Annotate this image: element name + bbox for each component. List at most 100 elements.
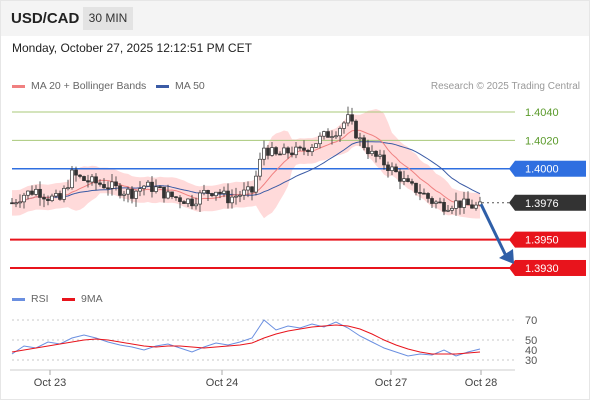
candle [30,185,34,196]
rsi-tick-label: 30 [525,355,537,367]
candle-body [390,166,394,171]
candle [50,193,54,203]
candle-body [206,190,210,194]
candle [366,139,370,159]
x-tick-label: Oct 23 [34,377,66,389]
candle-body [430,198,434,204]
candle-body [182,201,186,204]
candle [22,192,26,209]
candle-body [122,193,126,196]
level-tag-1.4000 [515,160,586,177]
candle [198,190,202,212]
candle [194,197,198,210]
candle-body [274,147,278,155]
ma20-line [11,129,481,207]
candle [214,191,218,201]
legend-9ma-label: 9MA [81,293,103,305]
candle-body [318,135,322,145]
candle-body [354,120,358,139]
candle-body [158,186,162,189]
candle [238,190,242,203]
bollinger-band [12,109,480,219]
candle-body [414,182,418,193]
candle [274,146,278,156]
candle-body [450,208,454,211]
candle [202,184,206,196]
candle-body [150,181,154,192]
candle [42,193,46,208]
candle [294,141,298,159]
candle [470,199,474,209]
candle [246,181,250,198]
candle-body [398,171,402,182]
rsi-series-9MA [11,324,481,355]
candle-body [198,192,202,205]
level-tag-1.3976 [515,194,586,211]
candle [130,186,134,204]
candle-body [178,197,182,202]
candle-body [406,178,410,182]
timeframe-button[interactable]: 30 MIN [83,7,133,30]
candle [226,183,230,209]
candle-body [22,194,26,203]
candle [250,186,254,201]
candle [302,140,306,156]
candle-body [314,143,318,148]
candle [350,107,354,125]
candle-body [466,198,470,206]
candle [422,188,426,195]
candle [254,170,258,196]
candle-body [74,169,78,176]
candle-body [78,174,82,177]
candle-body [110,181,114,189]
candle-body [342,122,346,129]
candle [342,121,346,134]
candle-body [118,185,122,196]
candle-body [470,204,474,209]
candle-body [174,196,178,199]
candle-body [210,193,214,197]
candle [326,128,330,138]
candle [446,205,450,213]
candle [110,173,114,196]
candle [442,198,446,216]
candle-body [374,150,378,157]
candle-body [226,190,230,204]
candle [102,178,106,189]
level-label-1.3976: 1.3976 [525,198,559,210]
candle [358,132,362,147]
x-tick-label: Oct 28 [465,377,497,389]
candle [82,175,86,182]
candle-body [454,200,458,209]
candle [310,144,314,157]
candle [118,183,122,199]
candle [134,190,138,207]
x-tick-label: Oct 24 [206,377,238,389]
candle [450,205,454,214]
candle [458,200,462,215]
candle [162,186,166,203]
candle [242,182,246,200]
candle-body [250,186,254,193]
candle-body [418,192,422,194]
candle [222,186,226,198]
rsi-tick-label: 40 [525,345,537,357]
candle [78,173,82,179]
candle [206,189,210,201]
candle-body [446,209,450,212]
candle-body [426,193,430,199]
candle-body [402,178,406,182]
candle-body [90,176,94,183]
candle-body [462,198,466,208]
level-label-1.4000: 1.4000 [525,164,559,176]
candle [418,184,422,201]
candle-body [234,195,238,198]
candle [154,179,158,194]
candle [90,174,94,186]
datetime-label: Monday, October 27, 2025 12:12:51 PM CET [12,41,252,55]
candle-body [422,192,426,195]
level-label-1.4040: 1.4040 [525,107,559,119]
candle-body [194,203,198,207]
candle [122,190,126,202]
